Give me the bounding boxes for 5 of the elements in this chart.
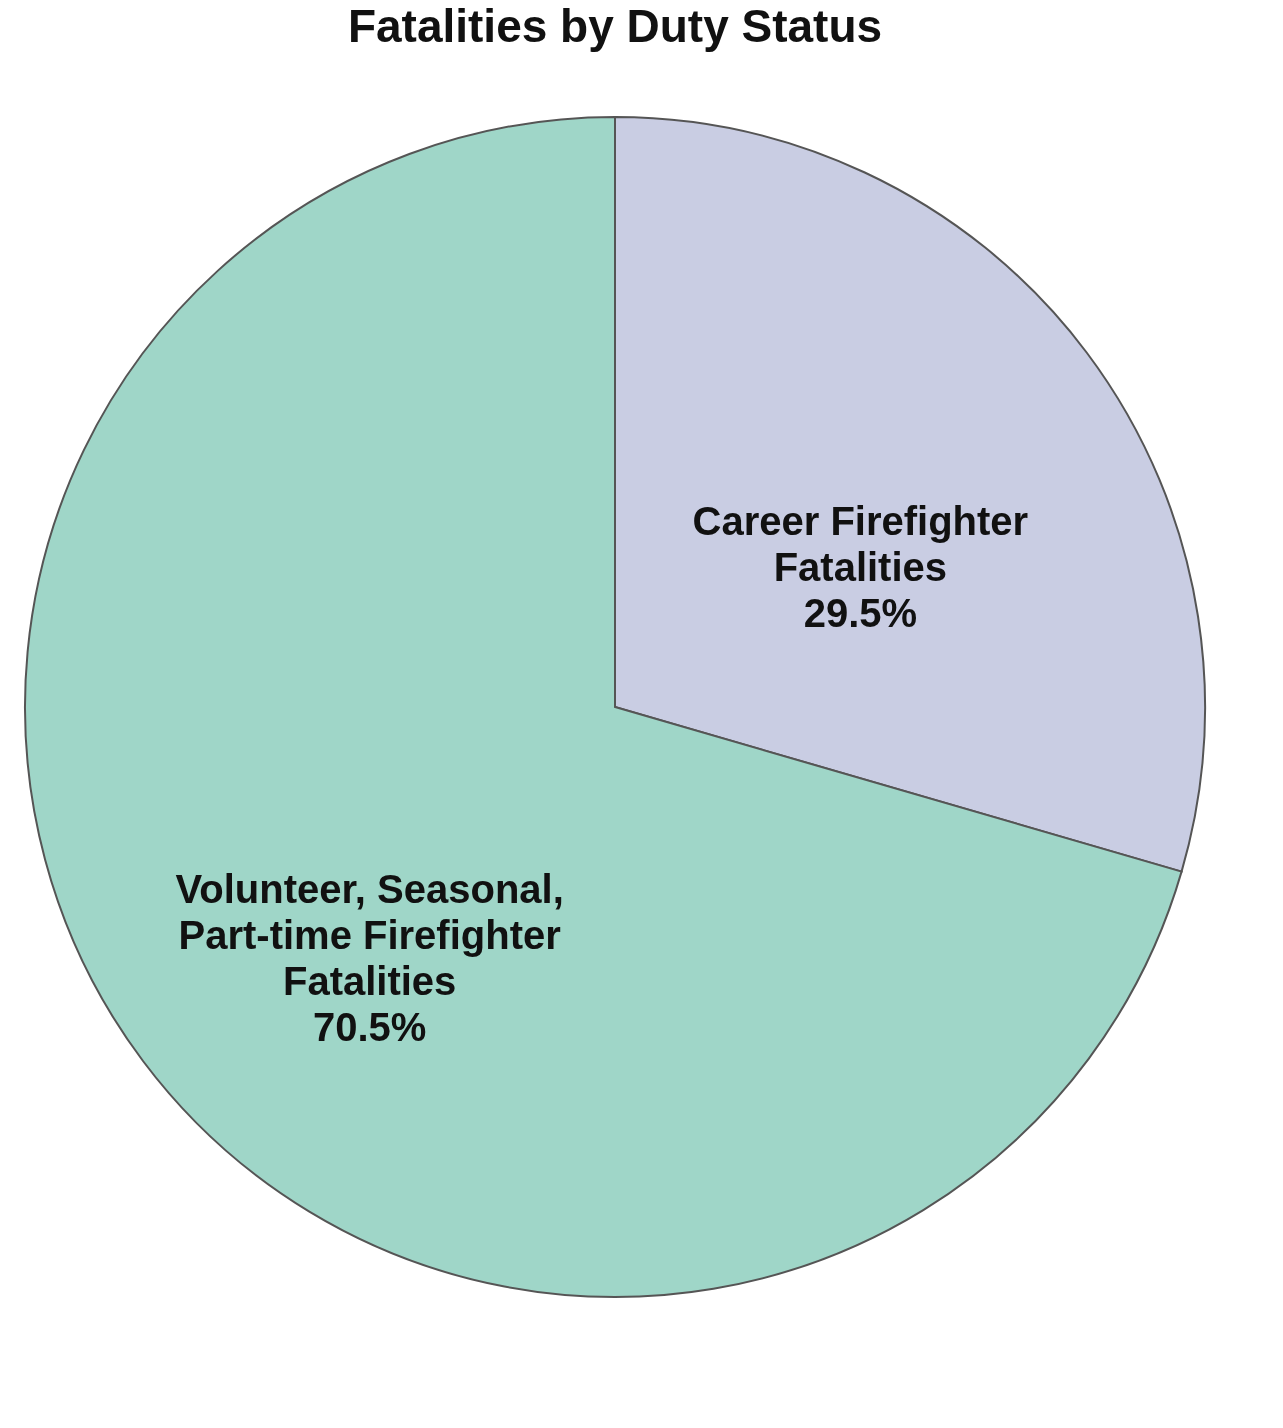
data-label: 70.5% — [312, 1005, 427, 1050]
slice-label: Volunteer, Seasonal, Part-time Firefighter Fatalities — [175, 867, 564, 1004]
chart-title: Fatalities by Duty Status — [347, 0, 883, 52]
data-label: 29.5% — [803, 590, 918, 635]
slice-label: Career Firefighter Fatalities — [692, 498, 1029, 589]
